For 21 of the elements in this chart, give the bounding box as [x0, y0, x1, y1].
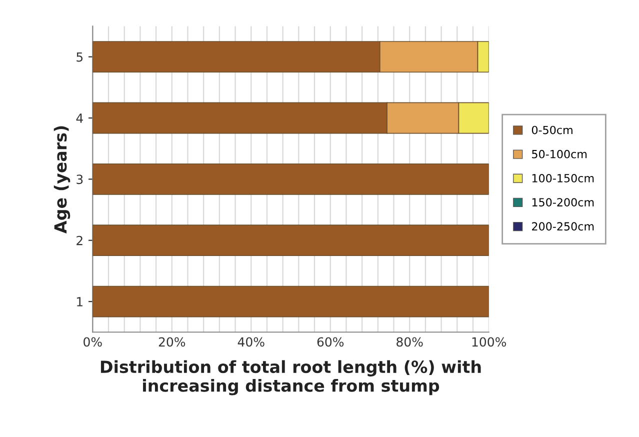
y-axis-title: Age (years)	[54, 126, 70, 234]
y-tick-label: 3	[76, 174, 83, 184]
x-tick-label: 80%	[396, 337, 423, 347]
x-tick-label: 20%	[158, 337, 186, 347]
legend-label: 200-250cm	[532, 222, 594, 231]
legend-label: 0-50cm	[532, 126, 572, 134]
bar	[92, 163, 489, 195]
bar	[92, 224, 489, 256]
legend-label: 100-150cm	[532, 174, 594, 182]
x-tick-label: 60%	[317, 337, 344, 347]
y-tick-label: 1	[77, 297, 82, 306]
x-tick-label: 100%	[472, 337, 506, 347]
x-tick-label: 0%	[84, 337, 102, 347]
x-tick-label: 40%	[238, 337, 264, 347]
y-tick-label: 4	[76, 114, 83, 123]
y-tick-label: 5	[76, 52, 83, 62]
legend-label: 50-100cm	[532, 150, 587, 158]
y-tick-label: 2	[76, 236, 82, 246]
legend-label: 150-200cm	[532, 198, 594, 206]
bar	[92, 286, 489, 318]
x-axis-title: Distribution of total root length (%) with increasing distance from stump	[100, 360, 481, 396]
